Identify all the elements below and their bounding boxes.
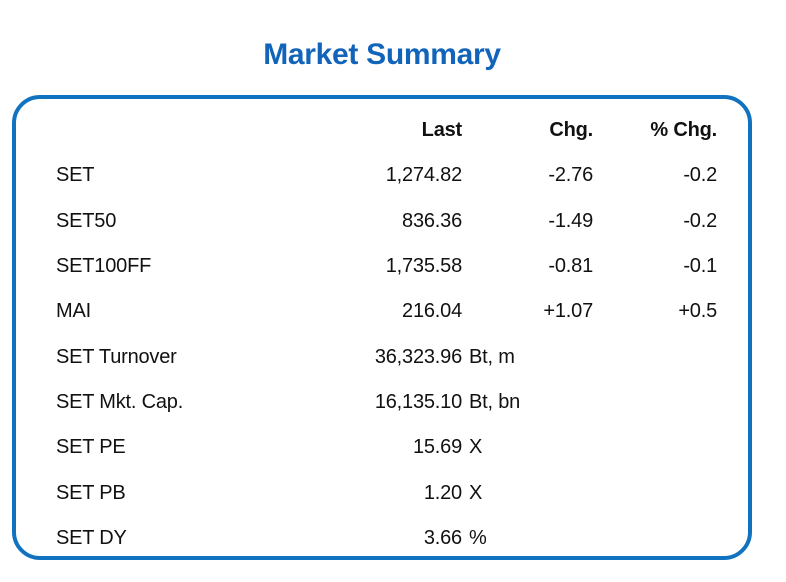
table-row-set-pb: SET PB 1.20 X [56,470,748,515]
header-last: Last [421,119,463,142]
row-chg-value: +1.07 [543,300,593,323]
header-chg: Chg. [549,119,593,142]
row-last-value: 1.20 [423,481,462,504]
row-label: SET [56,164,95,187]
table-row-set-mkt-cap: SET Mkt. Cap. 16,135.10 Bt, bn [56,380,748,425]
row-chg-value: -2.76 [548,164,593,187]
table-row-set-pe: SET PE 15.69 X [56,425,748,470]
row-unit: Bt, m [469,345,515,368]
row-last-value: 216.04 [402,300,462,323]
row-label: SET PB [56,481,126,504]
row-pct-chg-value: -0.1 [683,255,717,278]
row-unit: X [469,481,483,504]
row-unit: % [469,526,487,549]
row-label: SET100FF [56,255,152,278]
row-label: MAI [56,300,91,323]
row-label: SET Turnover [56,345,177,368]
page-title: Market Summary [263,38,501,71]
row-unit: Bt, bn [469,390,521,413]
row-label: SET PE [56,436,126,459]
table-row-set-turnover: SET Turnover 36,323.96 Bt, m [56,334,748,379]
row-label: SET DY [56,526,127,549]
row-label: SET Mkt. Cap. [56,390,184,413]
table-row-set50: SET50 836.36 -1.49 -0.2 [56,199,748,244]
row-pct-chg-value: -0.2 [683,164,717,187]
table-row-mai: MAI 216.04 +1.07 +0.5 [56,289,748,334]
header-pct-chg: % Chg. [650,119,717,142]
row-last-value: 16,135.10 [374,390,462,413]
market-summary-card: Last Chg. % Chg. SET 1,274.82 -2.76 -0.2… [12,95,752,560]
row-pct-chg-value: -0.2 [683,209,717,232]
row-last-value: 1,735.58 [385,255,462,278]
row-pct-chg-value: +0.5 [678,300,717,323]
row-chg-value: -0.81 [548,255,593,278]
table-row-set: SET 1,274.82 -2.76 -0.2 [56,153,748,198]
row-last-value: 36,323.96 [374,345,462,368]
table-header-row: Last Chg. % Chg. [56,108,748,153]
row-last-value: 15.69 [412,436,462,459]
row-last-value: 836.36 [402,209,462,232]
market-summary-table: Last Chg. % Chg. SET 1,274.82 -2.76 -0.2… [16,99,748,561]
row-last-value: 3.66 [423,526,462,549]
row-chg-value: -1.49 [548,209,593,232]
table-row-set100ff: SET100FF 1,735.58 -0.81 -0.1 [56,244,748,289]
row-label: SET50 [56,209,117,232]
row-last-value: 1,274.82 [385,164,462,187]
table-row-set-dy: SET DY 3.66 % [56,516,748,561]
row-unit: X [469,436,483,459]
